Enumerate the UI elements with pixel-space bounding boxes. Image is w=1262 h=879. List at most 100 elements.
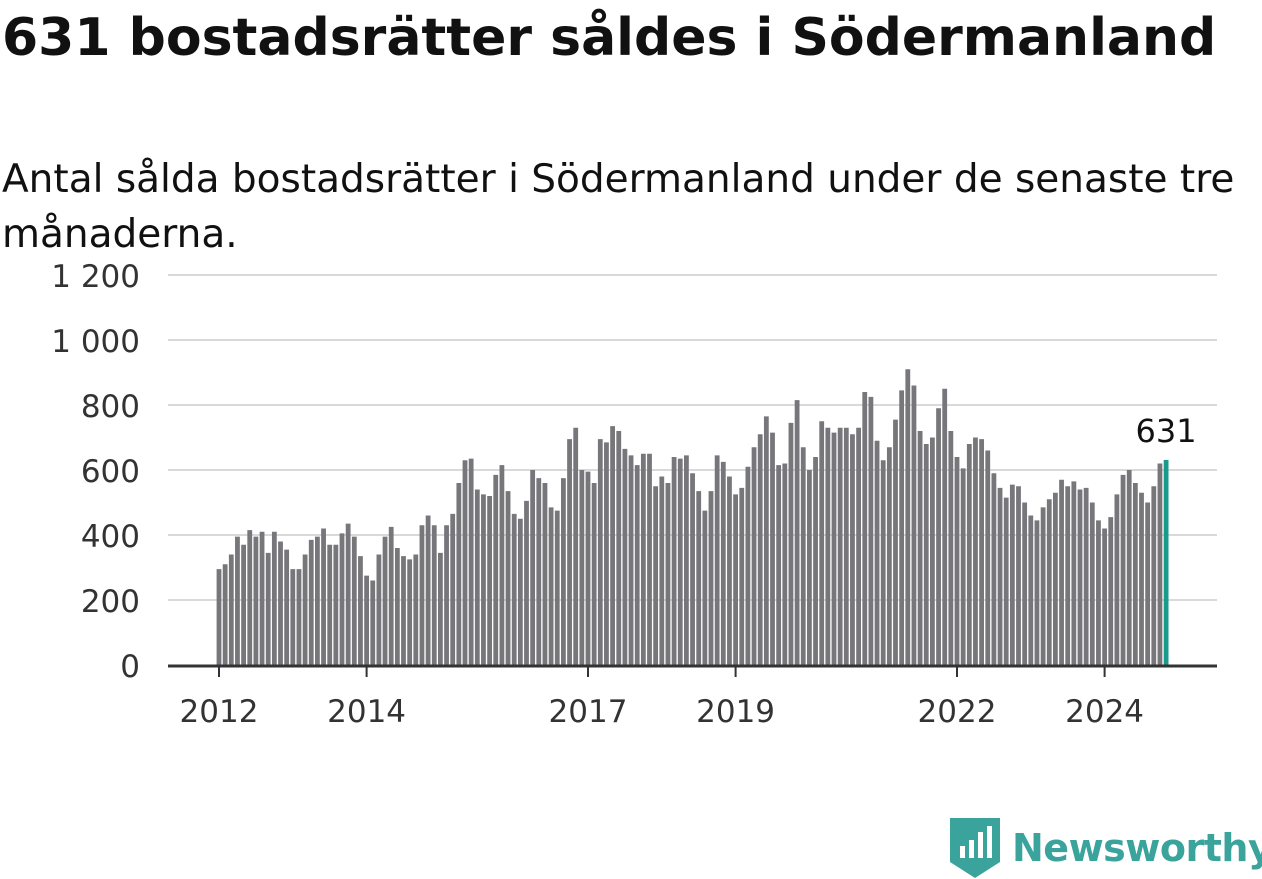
bar — [462, 460, 468, 665]
bar — [517, 518, 523, 665]
bar — [1053, 492, 1058, 665]
bar — [1071, 481, 1077, 665]
bar — [358, 556, 363, 665]
bar — [1003, 497, 1009, 665]
bar — [757, 434, 763, 665]
bar — [222, 564, 228, 665]
bar — [499, 465, 505, 665]
bar — [813, 457, 818, 665]
bar — [290, 569, 296, 665]
bar — [284, 549, 290, 665]
bar — [671, 457, 677, 665]
bar — [653, 486, 659, 665]
bar — [456, 483, 462, 665]
bar — [327, 544, 333, 665]
bar — [419, 525, 425, 665]
bar — [394, 548, 400, 665]
chart-subtitle: Antal sålda bostadsrätter i Södermanland… — [2, 157, 1235, 257]
bar — [930, 437, 935, 665]
bar — [591, 483, 597, 665]
bar — [684, 455, 689, 665]
bar — [905, 369, 911, 665]
bar — [948, 431, 954, 665]
brand-name: Newsworthy — [1012, 826, 1262, 870]
bar — [770, 432, 775, 665]
bar — [942, 388, 948, 665]
bar — [659, 476, 665, 665]
bar — [585, 471, 591, 665]
bar — [505, 491, 511, 665]
bar — [1157, 463, 1163, 665]
bar — [401, 556, 406, 665]
bar — [567, 439, 572, 665]
bar — [825, 427, 831, 665]
bar — [677, 458, 683, 665]
bar — [321, 528, 326, 665]
bar — [634, 465, 640, 665]
bar — [782, 463, 788, 665]
bar — [1040, 507, 1046, 665]
bar — [376, 554, 382, 665]
x-tick-label: 2022 — [918, 694, 997, 730]
bar — [530, 470, 536, 665]
bar — [991, 473, 997, 665]
bar — [1132, 483, 1138, 665]
bar — [954, 457, 960, 665]
bar — [431, 525, 437, 665]
bar — [1065, 486, 1071, 665]
bar — [597, 439, 603, 665]
bar — [1139, 492, 1144, 665]
bar — [886, 447, 892, 665]
x-tick-label: 2019 — [696, 694, 775, 730]
highlight-bar — [1163, 459, 1169, 665]
bar — [733, 494, 738, 665]
bar — [776, 465, 782, 665]
bar — [819, 421, 825, 665]
bar — [979, 439, 984, 665]
bar — [997, 487, 1003, 665]
data-label: 631 — [1136, 412, 1197, 450]
bar — [745, 466, 751, 665]
bar — [1083, 487, 1089, 665]
bar — [1022, 502, 1028, 665]
bar — [720, 461, 726, 665]
bar — [807, 470, 812, 665]
brand-logo: Newsworthy — [950, 818, 1262, 878]
x-tick-label: 2012 — [180, 694, 259, 730]
y-tick-label: 1 200 — [51, 259, 140, 295]
bar — [880, 460, 886, 665]
bar — [868, 396, 874, 665]
bar — [856, 427, 861, 665]
bar — [647, 453, 652, 665]
bar — [1016, 486, 1021, 665]
bar — [413, 554, 419, 665]
bar — [351, 536, 357, 665]
bar — [622, 448, 628, 665]
bar — [923, 444, 929, 665]
bar — [388, 526, 394, 665]
bar — [1077, 489, 1083, 665]
bar — [247, 530, 253, 665]
bar — [345, 523, 351, 665]
bar — [253, 536, 259, 665]
bar — [640, 453, 646, 665]
bar — [985, 450, 991, 665]
y-tick-label: 400 — [81, 519, 140, 555]
y-tick-label: 200 — [81, 584, 140, 620]
bar — [573, 427, 579, 665]
bar — [702, 510, 708, 665]
bar — [579, 470, 585, 665]
bar — [339, 533, 345, 665]
bar — [333, 544, 339, 665]
bar — [438, 552, 443, 665]
bar — [450, 513, 456, 665]
bar — [548, 507, 554, 665]
bar — [1114, 494, 1120, 665]
bar — [1102, 528, 1107, 665]
bar — [628, 455, 634, 665]
bar — [228, 554, 234, 665]
bar — [302, 554, 308, 665]
bar — [714, 455, 720, 665]
bar — [241, 544, 246, 665]
